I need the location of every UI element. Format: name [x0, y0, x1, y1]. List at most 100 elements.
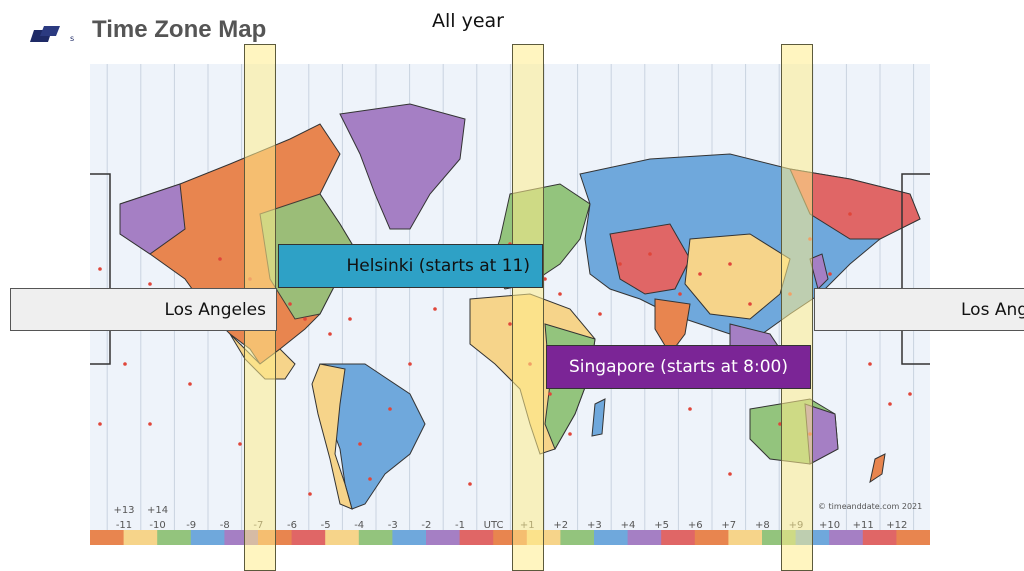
landmass-india — [654, 298, 691, 355]
offset-label: -10 — [149, 520, 165, 531]
offset-label: -8 — [220, 520, 230, 531]
offset-label: -3 — [388, 520, 398, 531]
svg-text:s: s — [70, 34, 74, 43]
scale-segment — [862, 530, 897, 545]
scale-segment — [560, 530, 595, 545]
copyright-text: © timeanddate.com 2021 — [818, 502, 923, 511]
city-dot — [728, 262, 732, 266]
offset-label: +3 — [587, 520, 602, 531]
offset-label: +6 — [688, 520, 703, 531]
scale-segment — [392, 530, 427, 545]
highlight-band-plus9 — [781, 44, 813, 571]
landmass-sa-west — [311, 363, 353, 510]
city-dot — [558, 292, 562, 296]
city-dot — [218, 257, 222, 261]
scale-segment — [157, 530, 192, 545]
scale-segment — [627, 530, 662, 545]
city-dot — [328, 332, 332, 336]
city-dot — [548, 392, 552, 396]
city-dot — [688, 407, 692, 411]
scale-segment — [291, 530, 326, 545]
callout-los-angeles-label: Los Angeles — [164, 299, 266, 320]
offset-label: +7 — [721, 520, 736, 531]
city-dot — [408, 362, 412, 366]
callout-helsinki: Helsinki (starts at 11) — [278, 244, 543, 288]
city-dot — [468, 482, 472, 486]
city-dot — [388, 407, 392, 411]
city-dot — [433, 307, 437, 311]
scale-segment — [459, 530, 494, 545]
city-dot — [368, 477, 372, 481]
city-dot — [868, 362, 872, 366]
scale-segment — [661, 530, 696, 545]
upper-offset-label: +14 — [147, 505, 168, 516]
scale-segment — [896, 530, 930, 545]
city-dot — [618, 262, 622, 266]
city-dot — [303, 317, 307, 321]
city-dot — [123, 362, 127, 366]
offset-label: +5 — [654, 520, 669, 531]
landmass-greenland — [339, 103, 466, 230]
offset-label: +11 — [853, 520, 874, 531]
scale-segment — [358, 530, 393, 545]
all-year-label: All year — [432, 10, 504, 32]
city-dot — [888, 402, 892, 406]
offset-label: -5 — [321, 520, 331, 531]
offset-label: -4 — [354, 520, 364, 531]
offset-label: +2 — [553, 520, 568, 531]
city-dot — [188, 382, 192, 386]
dateline-left — [90, 173, 111, 365]
city-dot — [908, 392, 912, 396]
city-dot — [748, 302, 752, 306]
city-dot — [288, 302, 292, 306]
landmass-japan — [809, 253, 829, 290]
offset-label: UTC — [484, 520, 504, 531]
scale-segment — [728, 530, 763, 545]
city-dot — [348, 317, 352, 321]
city-dot — [698, 272, 702, 276]
callout-los-angeles: Los Angeles — [10, 288, 277, 331]
offset-label: -2 — [421, 520, 431, 531]
offset-label: -9 — [186, 520, 196, 531]
scale-segment — [190, 530, 225, 545]
scale-segment — [594, 530, 629, 545]
offset-label: +4 — [621, 520, 636, 531]
landmass-madagascar — [591, 398, 606, 437]
scale-segment — [829, 530, 864, 545]
offset-label: +8 — [755, 520, 770, 531]
callout-singapore: Singapore (starts at 8:00) — [546, 345, 811, 389]
landmass-central-asia — [609, 223, 691, 295]
landmass-china — [684, 233, 791, 320]
landmass-russia-east — [789, 168, 921, 240]
upper-offset-label: +13 — [113, 505, 134, 516]
city-dot — [543, 277, 547, 281]
scale-segment — [325, 530, 360, 545]
map-title: Time Zone Map — [92, 16, 267, 43]
callout-helsinki-label: Helsinki (starts at 11) — [346, 256, 530, 276]
city-dot — [568, 432, 572, 436]
scale-segment — [123, 530, 158, 545]
offset-label: +10 — [819, 520, 840, 531]
offset-label: -6 — [287, 520, 297, 531]
offset-label: +12 — [886, 520, 907, 531]
city-dot — [828, 272, 832, 276]
city-dot — [238, 442, 242, 446]
scale-segment — [426, 530, 461, 545]
city-dot — [728, 472, 732, 476]
logo-icon: s — [30, 26, 74, 43]
city-dot — [848, 212, 852, 216]
callout-los-angeles-right: Los Ang — [814, 288, 1024, 331]
dateline-right — [901, 173, 930, 365]
landmass-alaska — [119, 183, 186, 255]
city-dot — [148, 282, 152, 286]
landmass-new-zealand — [869, 453, 886, 484]
city-dot — [98, 267, 102, 271]
city-dot — [778, 422, 782, 426]
city-dot — [598, 312, 602, 316]
city-dot — [148, 422, 152, 426]
city-dot — [678, 292, 682, 296]
scale-segment — [694, 530, 729, 545]
highlight-band-plus1 — [512, 44, 544, 571]
callout-los-angeles-right-label: Los Ang — [961, 299, 1024, 320]
city-dot — [508, 322, 512, 326]
